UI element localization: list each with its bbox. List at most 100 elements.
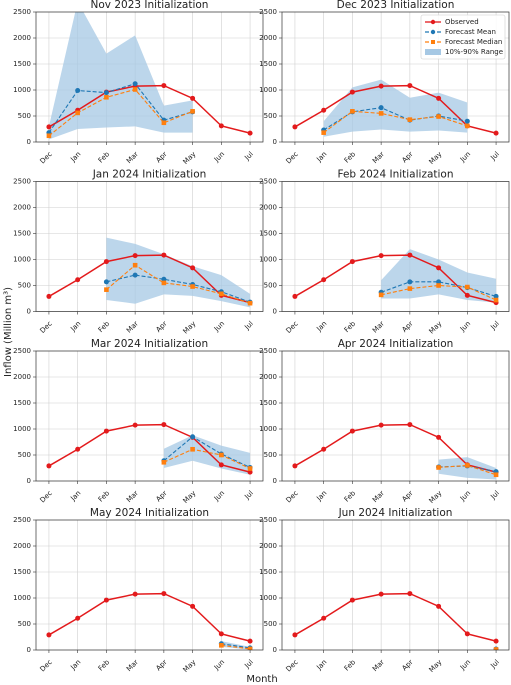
plot-area (292, 79, 499, 137)
x-tick-label: Dec (285, 150, 300, 165)
x-tick-label: Dec (39, 320, 54, 335)
marker (436, 283, 441, 288)
plot-frame (35, 519, 264, 651)
legend-marker (430, 19, 436, 25)
y-tick-label: 0 (27, 646, 31, 654)
marker (436, 434, 442, 440)
x-tick-label: Jul (243, 320, 255, 332)
series-line (294, 84, 497, 134)
x-tick-label: Mar (371, 489, 386, 504)
marker (321, 277, 327, 283)
x-tick-label: May (428, 150, 444, 166)
y-tick-label: 2000 (13, 204, 31, 212)
marker (292, 632, 298, 638)
x-tick-label: Jun (458, 150, 472, 164)
x-tick-label: Apr (400, 489, 414, 503)
marker (190, 95, 196, 101)
panel-title: May 2024 Initialization (90, 507, 209, 519)
y-tick-label: 2500 (259, 178, 277, 186)
x-axis-label: Month (246, 674, 277, 685)
x-tick-label: May (182, 150, 198, 166)
series-line (48, 423, 251, 473)
marker (161, 280, 167, 286)
panel-title: Mar 2024 Initialization (91, 338, 208, 350)
x-tick-label: Jul (243, 658, 255, 670)
marker (46, 124, 52, 130)
y-tick-label: 500 (264, 451, 277, 459)
x-tick-label: Jul (243, 150, 255, 162)
x-tick-label: Apr (154, 150, 168, 164)
marker (247, 469, 253, 475)
marker (493, 297, 499, 303)
marker (104, 287, 109, 292)
x-tick-label: Jul (489, 489, 501, 501)
marker (190, 109, 195, 114)
series-line (221, 644, 251, 650)
y-tick-label: 2000 (13, 542, 31, 550)
marker (407, 83, 413, 89)
x-tick-label: Dec (39, 658, 54, 673)
marker (321, 130, 326, 135)
plot-area (292, 422, 499, 480)
y-tick-label: 500 (18, 620, 31, 628)
plot-area (292, 591, 499, 650)
x-tick-label: Jun (212, 658, 226, 672)
panel: 0 500 1000 1500 2000 2500 Dec Jan Feb Mar Apr May Ju… (13, 338, 264, 505)
marker (132, 81, 138, 87)
x-tick-label: Apr (400, 658, 414, 672)
series-line (106, 264, 251, 304)
x-tick-label: Jan (68, 320, 82, 334)
y-tick-label: 500 (264, 620, 277, 628)
y-tick-label: 2500 (13, 347, 31, 355)
x-tick-label: May (182, 658, 198, 674)
marker (321, 446, 327, 452)
x-tick-label: Jan (314, 489, 328, 503)
marker (464, 292, 470, 298)
series-line (106, 274, 251, 303)
x-tick-label: Jan (68, 150, 82, 164)
series-line (48, 254, 251, 304)
series-line (323, 110, 468, 134)
marker (103, 279, 109, 285)
marker (378, 83, 384, 89)
x-tick-label: Feb (97, 658, 112, 673)
x-tick-label: Jan (314, 658, 328, 672)
panel-title: Feb 2024 Initialization (337, 169, 453, 181)
plot-frame (281, 350, 510, 482)
x-tick-label: May (428, 320, 444, 336)
x-tick-label: Jun (458, 658, 472, 672)
y-tick-label: 1500 (13, 230, 31, 238)
y-tick-label: 2500 (13, 178, 31, 186)
x-tick-label: Dec (39, 489, 54, 504)
marker (190, 446, 195, 452)
y-tick-label: 500 (18, 451, 31, 459)
marker (161, 120, 167, 126)
series-line (48, 88, 193, 137)
x-tick-label: Jan (68, 658, 82, 672)
x-tick-label: Feb (343, 658, 358, 673)
legend-label: Forecast Median (445, 38, 502, 46)
marker (104, 94, 109, 100)
x-tick-label: Mar (371, 150, 386, 165)
x-tick-label: Jun (458, 489, 472, 503)
x-tick-label: Feb (97, 150, 112, 165)
marker (75, 277, 81, 283)
x-tick-label: Apr (400, 150, 414, 164)
panel: 0 500 1000 1500 2000 2500 Dec Jan Feb Mar Apr May Ju… (13, 0, 264, 166)
legend-label: Observed (445, 18, 479, 26)
marker (75, 446, 81, 452)
marker (247, 466, 253, 471)
range-band (323, 79, 468, 137)
x-tick-label: May (182, 489, 198, 505)
x-tick-label: Jul (489, 658, 501, 670)
series-line (221, 643, 251, 649)
marker (132, 422, 138, 428)
marker (465, 463, 470, 468)
marker (132, 272, 138, 278)
marker (132, 87, 138, 92)
x-tick-label: Jan (314, 150, 328, 164)
y-tick-label: 1500 (259, 399, 277, 407)
marker (407, 252, 413, 258)
y-tick-label: 1000 (259, 425, 277, 433)
plot-area (46, 422, 253, 475)
